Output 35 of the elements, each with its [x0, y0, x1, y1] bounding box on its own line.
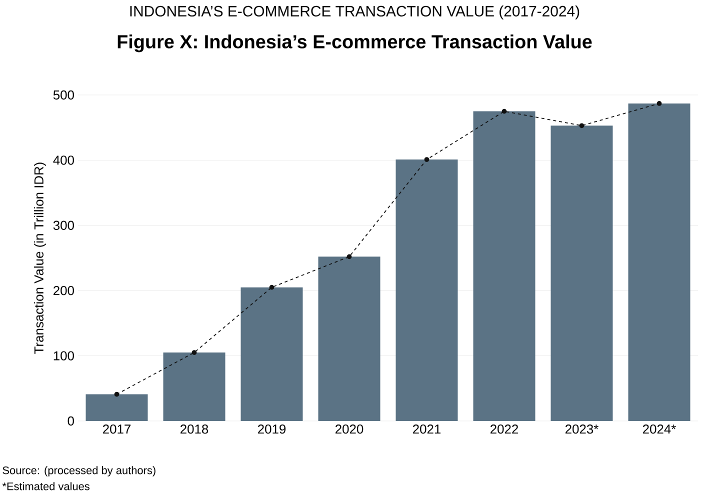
- text: *Estimated values: [2, 482, 90, 490]
- point: [269, 284, 274, 290]
- bar: [318, 256, 380, 421]
- y-tick-label: 400: [53, 156, 74, 165]
- bar: [473, 111, 536, 421]
- point: [579, 123, 584, 128]
- x-tick-label: 2023*: [565, 424, 598, 434]
- bar: [396, 160, 458, 421]
- chart-subtitle: Figure X: Indonesia’s E-commerce Transaction Value: [118, 34, 592, 52]
- y-tick-label: 0: [68, 416, 74, 426]
- point: [346, 254, 352, 260]
- x-tick-label: 2018: [180, 424, 208, 434]
- point: [502, 108, 507, 114]
- bar: [86, 394, 148, 421]
- point: [192, 350, 197, 355]
- y-tick-label: 200: [54, 286, 74, 296]
- y-tick-label: 500: [53, 90, 74, 100]
- x-tick-label: 2017: [103, 424, 130, 434]
- bar: [550, 126, 613, 421]
- bar: [163, 352, 226, 421]
- bar: [628, 103, 690, 421]
- x-tick-label: 2024*: [642, 424, 676, 434]
- y-axis-title: Transaction Value (in Trillion IDR): [34, 162, 46, 354]
- source-note: Source: (processed by authors): [2, 466, 156, 476]
- x-tick-label: 2022: [490, 424, 518, 434]
- x-tick-label: 2019: [258, 424, 286, 434]
- chart-title: INDONESIA’S E-COMMERCE TRANSACTION VALUE (2017-2024): [130, 6, 580, 20]
- point: [424, 157, 430, 162]
- x-tick-label: 2021: [413, 424, 441, 434]
- y-tick-label: 100: [54, 351, 74, 360]
- bar: [240, 287, 303, 421]
- x-tick-label: 2020: [336, 424, 364, 434]
- point: [114, 392, 120, 397]
- point: [656, 101, 662, 106]
- y-tick-label: 300: [53, 220, 74, 230]
